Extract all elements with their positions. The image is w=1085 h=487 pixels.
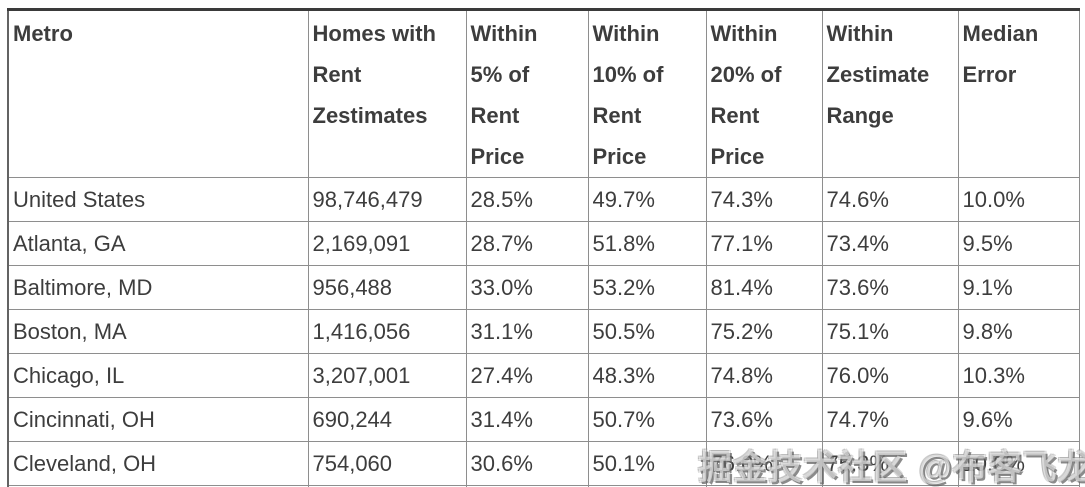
column-header-homes-with-rent-zestimates: Homes with Rent Zestimates: [307, 9, 467, 178]
column-header-within-20-percent: Within 20% of Rent Price: [705, 9, 823, 178]
cell-within-20: 81.4%: [705, 265, 823, 310]
cell-metro: Chicago, IL: [7, 353, 309, 398]
cell-within-5: 28.7%: [465, 221, 589, 266]
cell-homes: 2,169,091: [307, 221, 467, 266]
cell-metro: Cincinnati, OH: [7, 397, 309, 442]
table-row-cleveland: Cleveland, OH 754,060 30.6% 50.1% 76.0% …: [7, 441, 1080, 486]
cell-homes: 956,488: [307, 265, 467, 310]
rent-zestimate-accuracy-table: Metro Homes with Rent Zestimates Within …: [7, 8, 1080, 487]
cell-homes: 98,746,479: [307, 177, 467, 222]
cell-within-5: 31.4%: [465, 397, 589, 442]
table-row-cincinnati: Cincinnati, OH 690,244 31.4% 50.7% 73.6%…: [7, 397, 1080, 442]
cell-zestimate-range: 74.6%: [821, 177, 959, 222]
cell-median-error: 10.0%: [957, 177, 1080, 222]
cell-within-10: 49.7%: [587, 177, 707, 222]
cell-within-5: 30.6%: [465, 441, 589, 486]
cell-empty: [957, 485, 1080, 487]
cell-within-10: 50.1%: [587, 441, 707, 486]
cell-median-error: 9.8%: [957, 309, 1080, 354]
cell-median-error: 9.5%: [957, 221, 1080, 266]
cell-homes: 754,060: [307, 441, 467, 486]
cell-metro: Baltimore, MD: [7, 265, 309, 310]
table-body: United States 98,746,479 28.5% 49.7% 74.…: [7, 177, 1080, 487]
cell-zestimate-range: 73.6%: [821, 265, 959, 310]
cell-within-20: 77.1%: [705, 221, 823, 266]
column-header-median-error: Median Error: [957, 9, 1080, 178]
cell-within-10: 53.2%: [587, 265, 707, 310]
cell-within-5: 27.4%: [465, 353, 589, 398]
cell-within-20: 75.2%: [705, 309, 823, 354]
cell-within-10: 50.5%: [587, 309, 707, 354]
column-header-within-zestimate-range: Within Zestimate Range: [821, 9, 959, 178]
cell-within-5: 33.0%: [465, 265, 589, 310]
cell-metro: United States: [7, 177, 309, 222]
cell-within-20: 76.0%: [705, 441, 823, 486]
table-row-atlanta: Atlanta, GA 2,169,091 28.7% 51.8% 77.1% …: [7, 221, 1080, 266]
cell-homes: 3,207,001: [307, 353, 467, 398]
cell-median-error: 9.1%: [957, 265, 1080, 310]
table-header: Metro Homes with Rent Zestimates Within …: [7, 9, 1080, 178]
cell-within-10: 51.8%: [587, 221, 707, 266]
cell-within-10: 50.7%: [587, 397, 707, 442]
cell-homes: 690,244: [307, 397, 467, 442]
table-row-chicago: Chicago, IL 3,207,001 27.4% 48.3% 74.8% …: [7, 353, 1080, 398]
cell-metro: Cleveland, OH: [7, 441, 309, 486]
cell-within-20: 73.6%: [705, 397, 823, 442]
table-row-partial-cutoff: [7, 485, 1080, 487]
cell-within-20: 74.3%: [705, 177, 823, 222]
table-row-united-states: United States 98,746,479 28.5% 49.7% 74.…: [7, 177, 1080, 222]
cell-zestimate-range: 75.3%: [821, 441, 959, 486]
cell-zestimate-range: 75.1%: [821, 309, 959, 354]
cell-median-error: 9.6%: [957, 397, 1080, 442]
table-row-baltimore: Baltimore, MD 956,488 33.0% 53.2% 81.4% …: [7, 265, 1080, 310]
cell-metro: Boston, MA: [7, 309, 309, 354]
cell-median-error: 10.3%: [957, 353, 1080, 398]
cell-zestimate-range: 74.7%: [821, 397, 959, 442]
column-header-within-5-percent: Within 5% of Rent Price: [465, 9, 589, 178]
cell-metro: Atlanta, GA: [7, 221, 309, 266]
cell-within-5: 28.5%: [465, 177, 589, 222]
table-row-boston: Boston, MA 1,416,056 31.1% 50.5% 75.2% 7…: [7, 309, 1080, 354]
cell-homes: 1,416,056: [307, 309, 467, 354]
cell-within-10: 48.3%: [587, 353, 707, 398]
column-header-within-10-percent: Within 10% of Rent Price: [587, 9, 707, 178]
cell-median-error: 10.0%: [957, 441, 1080, 486]
cell-within-20: 74.8%: [705, 353, 823, 398]
header-row: Metro Homes with Rent Zestimates Within …: [7, 9, 1080, 178]
column-header-metro: Metro: [7, 9, 309, 178]
cell-zestimate-range: 73.4%: [821, 221, 959, 266]
cell-within-5: 31.1%: [465, 309, 589, 354]
cell-zestimate-range: 76.0%: [821, 353, 959, 398]
